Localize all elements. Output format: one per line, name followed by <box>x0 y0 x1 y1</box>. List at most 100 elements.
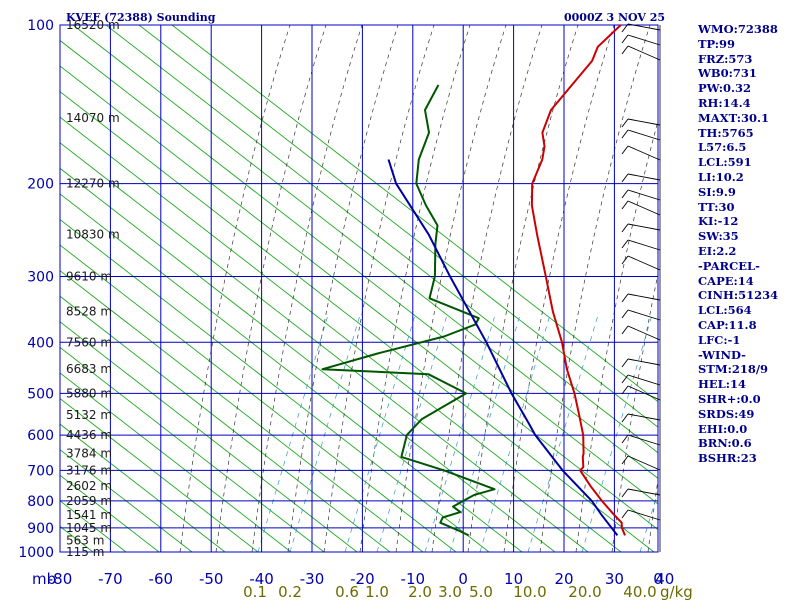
height-label: 563 m <box>66 533 104 547</box>
wind-barb <box>621 455 629 465</box>
pressure-tick-label: 200 <box>27 177 54 193</box>
dry-adiabat-line <box>60 116 622 552</box>
dry-adiabat-line <box>105 25 658 454</box>
index-item: LFC:-1 <box>698 332 741 347</box>
series-layer <box>321 24 626 537</box>
wind-barb <box>627 189 661 201</box>
index-item: EHI:0.0 <box>698 421 748 436</box>
index-item: RH:14.4 <box>698 95 751 110</box>
height-label: 16520 m <box>66 18 120 32</box>
valid-time: 0000Z 3 NOV 25 <box>564 11 665 24</box>
mixing-ratio-tick-label: 10.0 <box>513 583 546 600</box>
wind-barb <box>627 173 661 181</box>
mixing-ratio-tick-label: 0.2 <box>278 583 302 600</box>
height-label: 14070 m <box>66 111 120 125</box>
wind-barb <box>621 223 629 233</box>
mixing-ratio-tick-label: 1.0 <box>365 583 389 600</box>
index-item: HEL:14 <box>698 377 746 392</box>
wind-barb <box>627 374 661 386</box>
temperature-tick-label: 20 <box>554 570 573 588</box>
dry-adiabat-line <box>60 65 658 531</box>
height-label: 115 m <box>66 545 104 559</box>
index-item: MAXT:30.1 <box>698 110 769 125</box>
height-label: 8528 m <box>66 305 112 319</box>
wind-barb <box>621 200 629 210</box>
temperature-tick-label: 10 <box>504 570 523 588</box>
height-label: 12270 m <box>66 177 120 191</box>
wind-barb <box>627 455 661 471</box>
moist-adiabat-line <box>503 25 615 552</box>
wind-barb <box>627 129 661 141</box>
mixing-ratio-tick-label: 0.1 <box>243 583 267 600</box>
temperature-tick-label: -60 <box>149 570 174 588</box>
dry-adiabat-line <box>60 244 457 552</box>
index-item: FRZ:573 <box>698 51 753 66</box>
wind-barb <box>621 45 629 55</box>
dry-adiabat-line <box>60 39 658 505</box>
index-item: SHR+:0.0 <box>698 391 761 406</box>
pressure-tick-label: 400 <box>27 335 54 351</box>
wind-barb <box>627 145 661 161</box>
dry-adiabat-line <box>60 91 655 552</box>
wind-barb <box>621 293 629 303</box>
index-item: TT:30 <box>698 199 735 214</box>
index-item: SW:35 <box>698 229 739 244</box>
height-label: 1045 m <box>66 521 112 535</box>
wind-barb <box>627 385 661 401</box>
wind-barb <box>627 488 661 496</box>
height-label: 3176 m <box>66 463 112 477</box>
wind-barb <box>621 374 629 384</box>
height-label: 3784 m <box>66 446 112 460</box>
moist-adiabat-line <box>575 119 658 552</box>
height-label: 10830 m <box>66 228 120 242</box>
pressure-tick-label: 600 <box>27 428 54 444</box>
grid-layer <box>59 24 659 553</box>
temperature-tick-label: 0 <box>653 570 663 588</box>
dry-adiabat-line <box>60 346 325 552</box>
height-label: 2059 m <box>66 494 112 508</box>
wind-barb <box>621 358 629 368</box>
dewpoint-line <box>321 84 496 537</box>
parcel-line <box>387 159 619 537</box>
temperature-tick-label: -80 <box>48 570 73 588</box>
mixing-ratio-tick-label: 5.0 <box>469 583 493 600</box>
wind-barb <box>627 434 661 446</box>
index-item: TH:5765 <box>698 125 754 140</box>
dry-adiabat-line <box>60 449 193 552</box>
index-item: EI:2.2 <box>698 243 737 258</box>
height-label: 9610 m <box>66 269 112 283</box>
wind-barb <box>627 309 661 321</box>
pressure-tick-label: 700 <box>27 463 54 479</box>
wind-barb <box>621 129 629 139</box>
pressure-tick-label: 300 <box>27 269 54 285</box>
wind-barb <box>627 358 661 366</box>
index-item: L57:6.5 <box>698 140 747 155</box>
wind-barb <box>621 509 629 519</box>
index-item: BSHR:23 <box>698 451 757 466</box>
wind-barb <box>627 239 661 251</box>
wind-barb <box>627 34 661 46</box>
wind-barb <box>621 434 629 444</box>
moist-adiabat-line <box>359 25 471 552</box>
pressure-tick-label: 800 <box>27 494 54 510</box>
dry-adiabat-line <box>60 321 358 552</box>
wind-barb <box>621 413 629 423</box>
pressure-unit-label: mb <box>32 570 56 588</box>
dry-adiabat-line <box>60 372 292 552</box>
index-item: WB0:731 <box>698 66 757 81</box>
wind-barb <box>627 325 661 341</box>
moist-adiabat-line <box>179 25 291 552</box>
index-item: WMO:72388 <box>698 22 778 36</box>
wind-barb <box>621 145 629 155</box>
dry-adiabat-line <box>60 167 556 552</box>
mixing-ratio-tick-label: 40.0 <box>623 583 656 600</box>
wind-barb <box>627 23 661 31</box>
height-label: 1541 m <box>66 508 112 522</box>
wind-barb <box>627 293 661 301</box>
wind-barb <box>627 223 661 231</box>
index-item: CINH:51234 <box>698 288 779 303</box>
temperature-tick-label: 30 <box>605 570 624 588</box>
station-title: KVEF (72388) Sounding <box>66 11 216 24</box>
